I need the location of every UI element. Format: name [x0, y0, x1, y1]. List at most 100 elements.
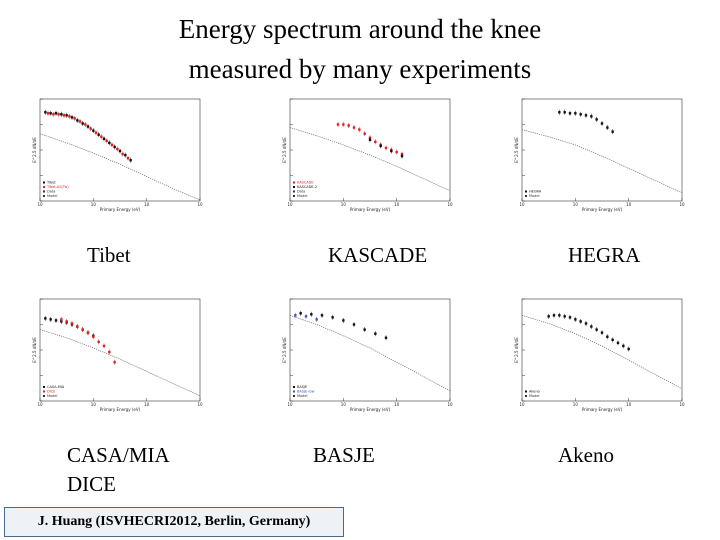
y-axis-label: E^2.5 dN/dE: [282, 337, 287, 363]
legend-label: DICE: [47, 390, 55, 394]
x-axis-label: Primary Energy (eV): [582, 407, 623, 412]
data-point: [94, 131, 98, 134]
data-point: [600, 122, 604, 125]
data-point: [81, 122, 84, 125]
legend-marker: [293, 190, 295, 193]
data-point: [590, 115, 593, 118]
x-tick-label: 10: [37, 202, 43, 207]
x-tick-label: 10: [519, 202, 525, 207]
data-point: [129, 159, 132, 162]
data-point: [110, 143, 114, 147]
caption-casa-mia: CASA/MIA: [67, 443, 170, 467]
x-tick-label: 10: [447, 402, 453, 407]
data-point: [558, 314, 561, 317]
data-point: [52, 113, 55, 116]
data-point: [126, 156, 130, 160]
caption-basje: BASJE: [313, 443, 375, 467]
data-point: [563, 315, 566, 318]
slide-title-line-2: measured by many experiments: [188, 54, 532, 84]
y-axis-label: E^2.5 dN/dE: [514, 137, 519, 163]
data-point: [76, 119, 79, 122]
x-tick-label: 10: [447, 202, 453, 207]
data-point: [44, 111, 47, 114]
data-point: [331, 316, 334, 319]
data-point: [113, 145, 116, 149]
data-point: [68, 115, 71, 118]
legend-label: CASA-MIA: [47, 385, 65, 389]
footer-citation: J. Huang (ISVHECRI2012, Berlin, Germany): [4, 507, 344, 537]
x-tick-label: 10: [626, 402, 632, 407]
legend-label: Model: [529, 194, 540, 198]
legend-marker: [43, 190, 45, 193]
data-point: [336, 123, 340, 126]
x-axis-label: Primary Energy (eV): [350, 407, 391, 412]
x-tick-label: 10: [573, 202, 579, 207]
legend-marker: [43, 186, 45, 188]
data-point: [611, 338, 614, 341]
chart-panel-tibet: 10 10 10 10 Primary Energy (eV) E^2.5 dN/dE Ti…: [28, 93, 208, 218]
data-point: [584, 114, 588, 117]
y-axis-label: E^2.5 dN/dE: [514, 337, 519, 363]
data-point: [600, 331, 604, 334]
legend-label: BASJE: [297, 385, 307, 389]
data-point: [384, 146, 388, 150]
data-point: [116, 147, 119, 151]
data-point: [374, 332, 377, 335]
legend-marker: [293, 186, 295, 188]
legend-marker: [525, 395, 527, 397]
data-point: [616, 341, 620, 345]
x-axis-label: Primary Energy (eV): [350, 207, 391, 212]
data-point: [44, 317, 47, 320]
data-point: [97, 133, 100, 136]
data-point: [46, 112, 50, 115]
data-point: [568, 316, 572, 319]
data-point: [622, 344, 625, 348]
data-point: [49, 318, 52, 321]
legend-label: Model: [297, 394, 308, 398]
x-tick-label: 10: [144, 402, 150, 407]
x-tick-label: 10: [341, 402, 347, 407]
legend-label: BASJE-low: [297, 390, 315, 394]
x-tick-label: 10: [679, 202, 685, 207]
data-point: [65, 114, 68, 117]
data-point: [584, 322, 588, 325]
legend-label: Model: [47, 394, 58, 398]
caption-kascade: KASCADE: [328, 243, 428, 267]
x-tick-label: 10: [519, 402, 525, 407]
data-point: [92, 129, 95, 132]
legend-label: Model: [529, 394, 540, 398]
data-point: [65, 320, 68, 323]
x-tick-label: 10: [679, 402, 685, 407]
data-point: [595, 328, 598, 331]
data-point: [627, 347, 630, 351]
legend-label: KASCADE: [297, 181, 314, 185]
x-tick-label: 10: [626, 202, 632, 207]
data-point: [574, 112, 577, 115]
legend-label: Data: [47, 190, 55, 194]
legend-marker: [43, 195, 45, 197]
data-point: [102, 344, 106, 348]
data-point: [86, 125, 90, 128]
data-point: [379, 144, 382, 148]
data-point: [81, 328, 84, 331]
legend-marker: [43, 181, 45, 184]
data-point: [73, 117, 76, 120]
data-point: [54, 319, 58, 322]
legend-marker: [293, 395, 295, 397]
data-point: [124, 153, 127, 157]
data-point: [60, 113, 63, 116]
model-line: [289, 314, 451, 392]
data-point: [105, 139, 108, 143]
model-line: [39, 133, 201, 201]
data-point: [121, 152, 124, 156]
legend-label: Tibet-AS(Tb): [46, 185, 69, 189]
y-axis-label: E^2.5 dN/dE: [32, 337, 37, 363]
data-point: [49, 112, 52, 115]
data-point: [342, 319, 345, 322]
chart-panel-hegra: 10 10 10 10 Primary Energy (eV) E^2.5 dN/dE HE…: [510, 93, 690, 218]
data-point: [86, 331, 90, 334]
x-tick-label: 10: [341, 202, 347, 207]
data-point: [363, 132, 366, 135]
